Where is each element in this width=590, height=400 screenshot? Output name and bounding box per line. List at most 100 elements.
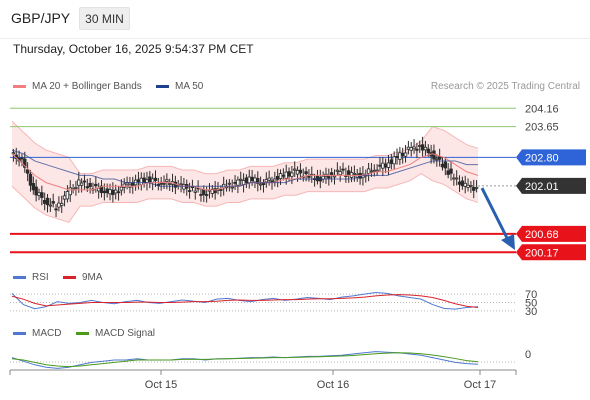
candle (341, 162, 345, 175)
candle (472, 179, 476, 199)
candle (454, 170, 459, 186)
rsi-ma-swatch (63, 276, 76, 279)
candle (122, 178, 126, 194)
rsi-tick-70: 70 (525, 289, 537, 301)
candle (403, 145, 408, 163)
candle (48, 198, 53, 212)
level-label-203.65: 203.65 (525, 122, 559, 134)
candle (469, 181, 473, 193)
candle-body (57, 202, 61, 208)
candle-body (11, 152, 16, 155)
candle (449, 162, 453, 181)
chart-header: GBP/JPY 30 MIN (0, 0, 590, 39)
candle-body (275, 175, 280, 180)
ma50-line (11, 149, 478, 187)
candle-body (82, 180, 87, 183)
candle (298, 163, 303, 180)
legend-rsi-label: RSI (32, 272, 49, 283)
candle (474, 180, 479, 193)
candle-body (375, 169, 379, 172)
candle-body (60, 203, 64, 206)
candle-body (162, 182, 166, 185)
candle-body (437, 156, 442, 160)
candle (25, 162, 30, 182)
candle-body (329, 172, 334, 176)
candle-body (131, 182, 135, 187)
candle-body (420, 144, 425, 151)
candle-body (392, 156, 396, 165)
candle-body (37, 192, 41, 196)
candle-body (298, 169, 303, 174)
rsi-line (11, 291, 479, 310)
macd-signal-line (11, 352, 479, 368)
candle (327, 168, 331, 186)
candle (463, 175, 467, 194)
candle-body (352, 172, 357, 175)
legend-bollinger: MA 20 + Bollinger Bands (13, 81, 142, 92)
candle-body (213, 188, 217, 194)
candle (236, 176, 240, 194)
candle-body (395, 156, 399, 158)
candle-body (446, 170, 450, 175)
candle-body (383, 163, 388, 168)
candle-body (412, 146, 416, 150)
candle-body (409, 147, 413, 151)
candle-body (34, 186, 38, 196)
candle (412, 139, 416, 154)
candle-body (423, 146, 428, 151)
rsi-ma-line (11, 294, 479, 308)
candle-body (426, 148, 430, 153)
candle-body (62, 195, 67, 200)
candle-body (273, 178, 277, 182)
candle-body (48, 204, 53, 207)
candle-body (256, 178, 260, 184)
timestamp: Thursday, October 16, 2025 9:54:37 PM CE… (13, 42, 254, 56)
candle-body (150, 178, 155, 183)
candle-body (122, 183, 126, 188)
candle-body (287, 171, 291, 177)
candle-body (233, 182, 237, 184)
candle (213, 181, 217, 200)
candle-body (398, 152, 402, 160)
candle (392, 151, 396, 170)
rsi-tick-50: 50 (525, 298, 537, 310)
candle-body (466, 184, 470, 188)
candle-body (253, 177, 257, 183)
candle-body (190, 186, 195, 189)
level-label-200.17: 200.17 (525, 247, 559, 259)
candle-body (79, 182, 84, 186)
candle-body (401, 152, 405, 157)
candle-body (168, 183, 172, 185)
candle (40, 185, 44, 206)
candle-body (435, 158, 439, 161)
candle-body (148, 176, 152, 184)
legend-macd-signal: MACD Signal (76, 328, 155, 339)
legend-ma50-label: MA 50 (175, 81, 204, 92)
timeframe-button[interactable]: 30 MIN (79, 7, 130, 30)
ma50-swatch (156, 85, 169, 88)
candle-body (290, 172, 294, 177)
candle-body (239, 178, 243, 181)
candle-body (142, 177, 146, 183)
legend-macd-signal-label: MACD Signal (95, 328, 156, 339)
level-label-202.01: 202.01 (525, 181, 559, 193)
candle (65, 185, 70, 203)
forecast-arrow-head (501, 234, 515, 250)
candle-body (463, 182, 467, 187)
candle-body (338, 171, 342, 176)
candle (332, 169, 337, 185)
candle (20, 153, 24, 167)
candle-body (193, 190, 197, 193)
candle (415, 142, 419, 159)
candle-body (366, 168, 371, 174)
candle (82, 174, 87, 190)
rsi-tick-30: 30 (525, 306, 537, 318)
candle-body (247, 176, 251, 184)
candle (54, 204, 58, 218)
candle-body (54, 208, 58, 211)
candle-body (381, 162, 385, 169)
candle (423, 140, 428, 157)
candle-body (241, 180, 246, 185)
level-label-202.80: 202.80 (525, 152, 559, 164)
